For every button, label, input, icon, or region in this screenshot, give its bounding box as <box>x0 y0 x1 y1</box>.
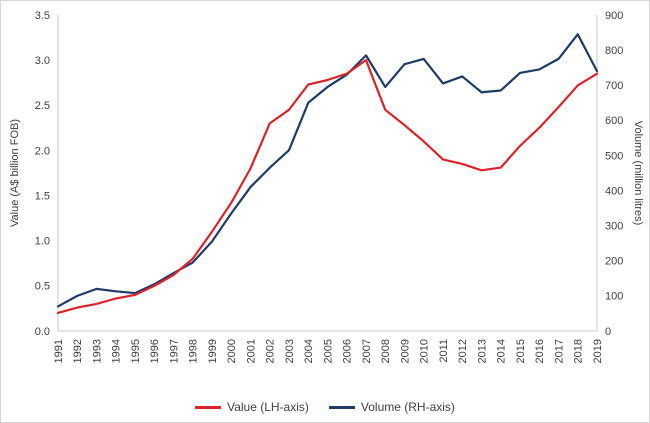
left-tick-label: 2.5 <box>35 100 50 112</box>
chart-legend: Value (LH-axis) Volume (RH-axis) <box>1 400 649 414</box>
right-tick-label: 0 <box>605 326 611 338</box>
axis-lines <box>57 15 598 332</box>
x-tick-label: 2011 <box>438 339 450 363</box>
x-tick-label: 1995 <box>130 339 142 363</box>
right-tick-label: 100 <box>605 291 623 303</box>
x-tick-label: 2006 <box>342 339 354 363</box>
right-tick-label: 500 <box>605 150 623 162</box>
x-tick-label: 2001 <box>245 339 257 363</box>
left-tick-label: 1.5 <box>35 190 50 202</box>
x-tick-label: 1991 <box>53 339 65 363</box>
x-tick-label: 2013 <box>476 339 488 363</box>
x-tick-label: 1993 <box>91 339 103 363</box>
x-tick-label: 2016 <box>534 339 546 363</box>
left-tick-label: 3.0 <box>35 55 50 67</box>
x-tick-label: 2012 <box>457 339 469 363</box>
left-tick-label: 1.0 <box>35 236 50 248</box>
x-tick-label: 2018 <box>573 339 585 363</box>
x-axis-labels: 1991 1992 1993 1994 1995 1996 1997 1998 1999 2000… <box>53 339 604 363</box>
x-tick-label: 2009 <box>399 339 411 363</box>
x-tick-label: 2008 <box>380 339 392 363</box>
right-axis-title: Volume (million litres) <box>632 120 644 226</box>
right-tick-label: 200 <box>605 256 623 268</box>
x-tick-label: 2005 <box>322 339 334 363</box>
x-tick-label: 2019 <box>592 339 604 363</box>
x-tick-label: 2010 <box>419 339 431 363</box>
x-tick-label: 1994 <box>111 339 123 363</box>
x-tick-label: 1996 <box>149 339 161 363</box>
right-tick-label: 900 <box>605 10 623 22</box>
chart-plot: 0.0 0.5 1.0 1.5 2.0 2.5 3.0 3.5 0 100 200 300 400 500… <box>35 10 624 364</box>
legend-item-value: Value (LH-axis) <box>195 400 309 414</box>
left-tick-label: 2.0 <box>35 145 50 157</box>
right-tick-label: 600 <box>605 115 623 127</box>
right-tick-label: 400 <box>605 185 623 197</box>
value-line-swatch <box>195 405 222 409</box>
volume-line-series <box>56 33 599 308</box>
x-tick-label: 2014 <box>496 339 508 363</box>
left-tick-label: 0.0 <box>35 326 50 338</box>
x-tick-label: 2017 <box>553 339 565 363</box>
legend-label-volume: Volume (RH-axis) <box>360 400 455 414</box>
x-tick-label: 2003 <box>284 339 296 363</box>
x-tick-label: 1999 <box>207 339 219 363</box>
x-tick-label: 1997 <box>168 339 180 363</box>
legend-item-volume: Volume (RH-axis) <box>328 400 455 414</box>
left-axis-ticks: 0.0 0.5 1.0 1.5 2.0 2.5 3.0 3.5 <box>35 10 50 338</box>
x-tick-label: 2002 <box>265 339 277 363</box>
legend-label-value: Value (LH-axis) <box>227 400 309 414</box>
right-tick-label: 700 <box>605 80 623 92</box>
x-tick-label: 2007 <box>361 339 373 363</box>
left-tick-label: 3.5 <box>35 10 50 22</box>
value-line-series <box>56 59 599 315</box>
right-axis-ticks: 0 100 200 300 400 500 600 700 800 900 <box>605 10 623 338</box>
x-tick-label: 2015 <box>515 339 527 363</box>
x-tick-label: 1992 <box>72 339 84 363</box>
x-tick-label: 2000 <box>226 339 238 363</box>
x-tick-label: 2004 <box>303 339 315 363</box>
right-tick-label: 800 <box>605 45 623 57</box>
left-tick-label: 0.5 <box>35 281 50 293</box>
left-axis-title: Value (A$ billion FOB) <box>9 118 21 228</box>
x-tick-label: 1998 <box>188 339 200 363</box>
volume-line-swatch <box>328 405 355 409</box>
right-tick-label: 300 <box>605 221 623 233</box>
